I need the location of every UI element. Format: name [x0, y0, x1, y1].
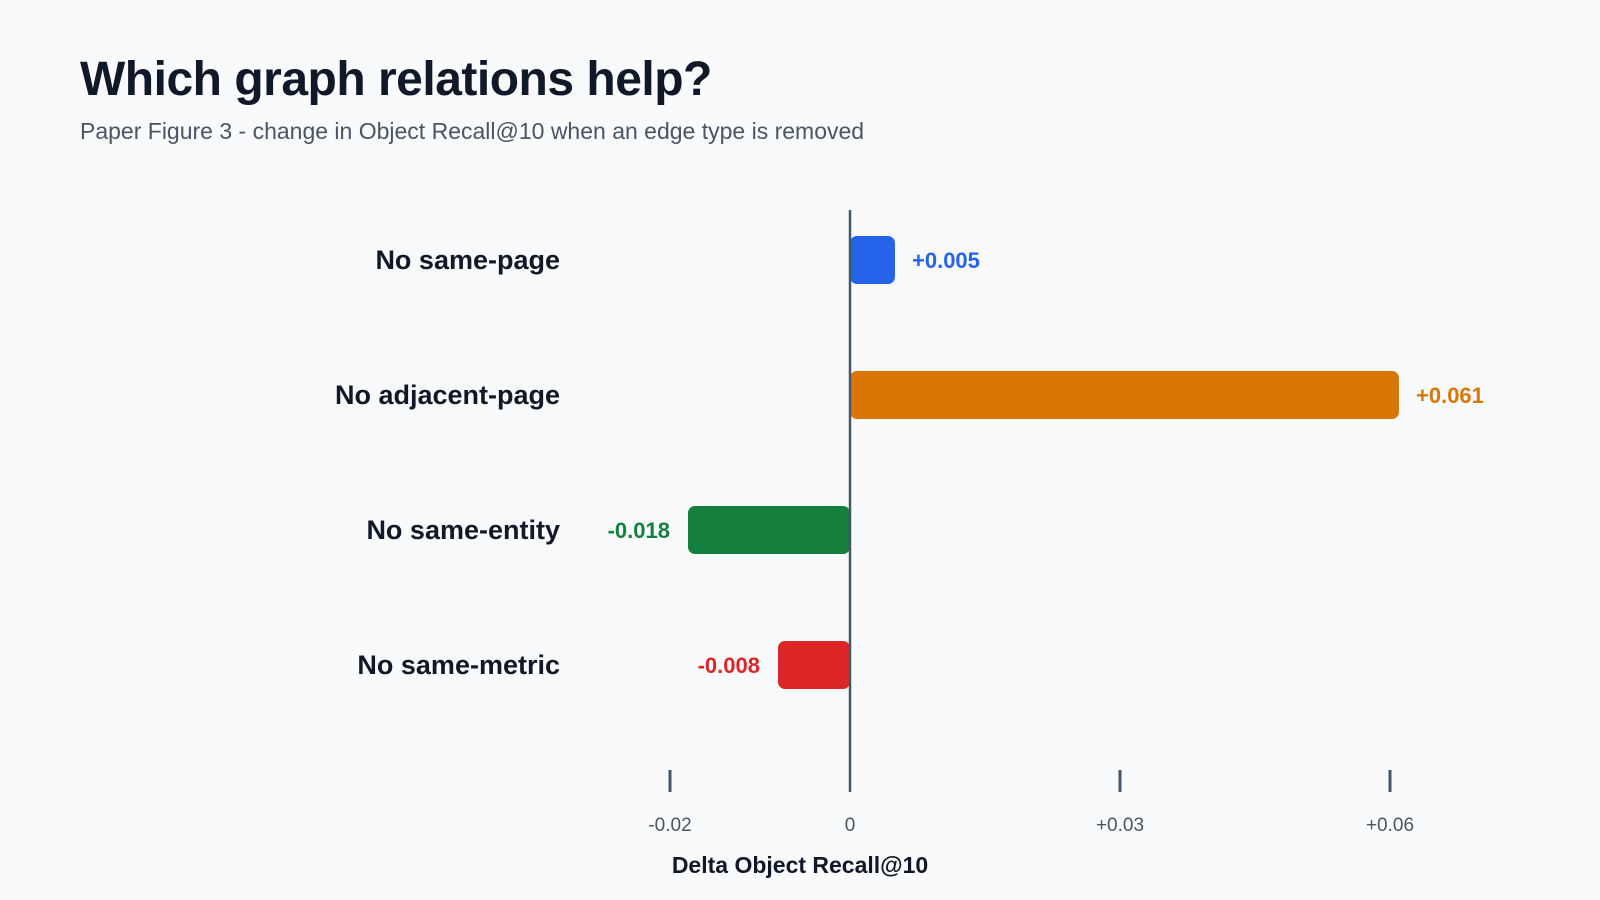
x-tick-label-0: -0.02	[648, 815, 691, 836]
category-label-0: No same-page	[375, 245, 560, 275]
value-label-2: -0.018	[608, 518, 670, 543]
bar-2	[688, 506, 850, 554]
chart-subtitle: Paper Figure 3 - change in Object Recall…	[80, 118, 865, 144]
value-label-1: +0.061	[1416, 383, 1484, 408]
x-axis-title: Delta Object Recall@10	[672, 852, 928, 878]
x-tick-label-2: +0.03	[1096, 815, 1144, 836]
bar-3	[778, 641, 850, 689]
category-labels: No same-page No adjacent-page No same-enti…	[335, 245, 560, 680]
chart-title: Which graph relations help?	[80, 53, 712, 106]
value-label-3: -0.008	[698, 653, 760, 678]
category-label-1: No adjacent-page	[335, 380, 560, 410]
bars-layer	[688, 236, 1399, 689]
x-tick-label-3: +0.06	[1366, 815, 1414, 836]
category-label-3: No same-metric	[357, 650, 560, 680]
x-tick-label-1: 0	[845, 815, 856, 836]
value-labels: +0.005 +0.061 -0.018 -0.008	[608, 248, 1484, 678]
bar-1	[850, 371, 1399, 419]
value-label-0: +0.005	[912, 248, 980, 273]
bar-0	[850, 236, 895, 284]
x-axis: -0.02 0 +0.03 +0.06	[648, 210, 1414, 836]
category-label-2: No same-entity	[366, 515, 560, 545]
